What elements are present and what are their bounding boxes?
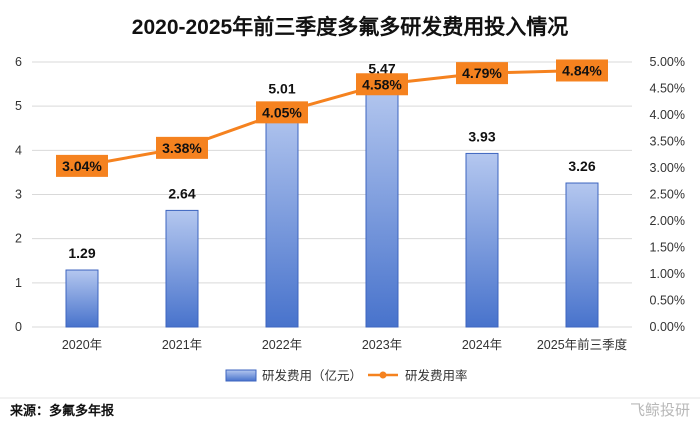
left-tick-label: 6 [15,55,22,69]
bar-value-label: 3.93 [468,128,495,144]
bar [265,105,299,328]
rate-value-label: 4.05% [262,104,302,120]
rate-label-box [356,73,408,96]
rate-label-box [156,136,208,159]
rate-value-label: 3.04% [62,158,102,174]
right-axis-ticks: 0.00% 0.50% 1.00% 1.50% 2.00% 2.50% 3.00% 3.50%… [650,55,685,334]
bar [465,152,499,328]
bar-data-labels: 1.29 2.64 5.01 5.47 3.93 3.26 [68,60,595,261]
bar-value-label: 5.47 [368,60,395,76]
bar-value-label: 2.64 [168,185,195,201]
rate-data-labels: 3.04% 3.38% 4.05% 4.58% 4.79% 4.84% [56,59,608,177]
x-axis-labels: 2020年 2021年 2022年 2023年 2024年 2025年前三季度 [62,337,628,352]
bar-value-label: 5.01 [268,81,295,97]
legend-bar-label: 研发费用（亿元） [262,368,362,383]
legend-bar-swatch [225,369,257,382]
bar-series [65,84,599,328]
source-note: 来源：多氟多年报 [9,403,115,418]
x-tick-label: 2021年 [162,338,202,352]
rate-value-label: 3.38% [162,140,202,156]
right-tick-label: 4.00% [650,108,685,122]
grid-lines [32,61,632,328]
x-tick-label: 2025年前三季度 [537,337,628,352]
left-tick-label: 3 [15,188,22,202]
bar-value-label: 3.26 [568,158,595,174]
left-axis-ticks: 0 1 2 3 4 5 6 [15,55,22,334]
rate-label-box [556,59,608,82]
bar [65,269,99,328]
left-tick-label: 5 [15,99,22,113]
left-tick-label: 0 [15,320,22,334]
bar [165,209,199,328]
right-tick-label: 0.00% [650,320,685,334]
left-tick-label: 4 [15,143,22,157]
rate-label-box [56,154,108,177]
right-tick-label: 1.50% [650,241,685,255]
x-tick-label: 2023年 [362,338,402,352]
right-tick-label: 0.50% [650,294,685,308]
rate-value-label: 4.79% [462,65,502,81]
chart-title: 2020-2025年前三季度多氟多研发费用投入情况 [132,15,568,39]
rate-value-label: 4.58% [362,76,402,92]
x-tick-label: 2020年 [62,338,102,352]
bar-value-label: 1.29 [68,245,95,261]
legend-line-marker [379,371,387,379]
right-tick-label: 3.00% [650,161,685,175]
rate-label-box [256,101,308,124]
legend-line-label: 研发费用率 [405,368,468,383]
right-tick-label: 4.50% [650,82,685,96]
right-tick-label: 5.00% [650,55,685,69]
legend: 研发费用（亿元） 研发费用率 [225,368,468,383]
right-tick-label: 2.50% [650,188,685,202]
rate-value-label: 4.84% [562,62,602,78]
rate-line-series [78,66,586,170]
right-tick-label: 3.50% [650,135,685,149]
left-tick-label: 2 [15,232,22,246]
rate-label-box [456,62,508,85]
bar [365,84,399,328]
x-tick-label: 2022年 [262,338,302,352]
right-tick-label: 1.00% [650,267,685,281]
left-tick-label: 1 [15,276,22,290]
watermark: 飞鲸投研 [630,402,690,419]
x-tick-label: 2024年 [462,338,502,352]
bar [565,182,599,328]
right-tick-label: 2.00% [650,214,685,228]
